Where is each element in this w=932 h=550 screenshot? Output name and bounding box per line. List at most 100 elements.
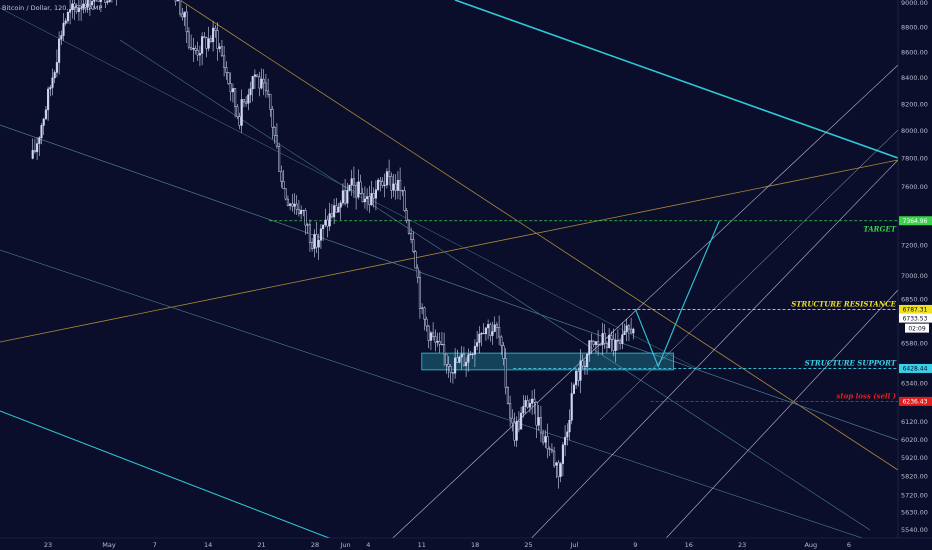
candle-196 xyxy=(462,346,465,367)
support-zone-box[interactable] xyxy=(421,352,674,371)
x-tick-label: 28 xyxy=(311,541,319,549)
candle-87 xyxy=(223,45,226,77)
candle-183 xyxy=(434,329,437,352)
candle-127 xyxy=(311,237,314,252)
candle-124 xyxy=(304,208,307,235)
y-tick-label: 8800.00 xyxy=(901,24,928,32)
y-tick-label: 5720.00 xyxy=(901,491,928,499)
y-tick-label: 6020.00 xyxy=(901,436,928,444)
candle-107 xyxy=(267,78,270,98)
candle-263 xyxy=(610,331,613,352)
candle-7 xyxy=(47,86,50,121)
candle-174 xyxy=(414,250,417,269)
candle-28 xyxy=(93,0,96,10)
candle-102 xyxy=(256,74,259,78)
candle-84 xyxy=(216,22,219,61)
candle-189 xyxy=(447,356,450,378)
x-tick-label: 6 xyxy=(847,541,851,549)
candle-24 xyxy=(84,0,87,13)
candle-242 xyxy=(564,425,567,457)
candle-244 xyxy=(568,409,571,441)
candle-150 xyxy=(361,187,364,203)
candle-110 xyxy=(273,126,276,144)
candle-266 xyxy=(616,329,619,351)
candle-126 xyxy=(308,219,311,252)
candle-236 xyxy=(550,443,553,454)
candle-135 xyxy=(328,203,331,231)
candle-23 xyxy=(82,0,85,14)
candle-208 xyxy=(489,322,492,342)
candle-165 xyxy=(394,174,397,200)
candle-180 xyxy=(427,325,430,349)
candle-74 xyxy=(194,45,197,55)
candle-203 xyxy=(478,326,481,354)
candle-33 xyxy=(104,0,107,9)
candle-239 xyxy=(557,459,560,489)
candle-90 xyxy=(229,72,232,102)
candle-182 xyxy=(432,322,435,341)
candle-15 xyxy=(64,18,67,26)
candle-160 xyxy=(383,173,386,198)
candle-195 xyxy=(460,346,463,370)
candle-142 xyxy=(344,179,347,206)
candle-13 xyxy=(60,30,63,45)
candle-101 xyxy=(253,69,256,89)
candle-131 xyxy=(319,223,322,249)
candle-216 xyxy=(506,386,509,405)
candle-77 xyxy=(201,32,204,66)
candle-128 xyxy=(313,229,316,258)
candle-245 xyxy=(570,382,573,425)
y-tick-label: 9000.00 xyxy=(901,0,928,7)
candle-20 xyxy=(75,3,78,14)
candle-106 xyxy=(264,73,267,98)
candle-193 xyxy=(456,349,459,363)
candle-204 xyxy=(480,332,483,347)
price-axis-panel[interactable] xyxy=(898,0,932,538)
candle-10 xyxy=(53,70,56,84)
candle-97 xyxy=(245,96,248,107)
candle-206 xyxy=(484,327,487,341)
candle-35 xyxy=(108,0,111,3)
candle-111 xyxy=(275,123,278,149)
candle-159 xyxy=(381,177,384,189)
x-tick-label: 23 xyxy=(738,541,746,549)
candle-192 xyxy=(454,348,457,379)
candle-117 xyxy=(289,203,292,211)
time-axis-panel[interactable] xyxy=(0,538,932,550)
orange-up-trendline xyxy=(0,159,899,343)
candle-3 xyxy=(38,136,41,156)
candle-205 xyxy=(482,323,485,335)
candle-163 xyxy=(390,172,393,199)
projection-path[interactable] xyxy=(634,220,720,368)
candle-229 xyxy=(535,401,538,438)
candle-156 xyxy=(374,180,377,211)
support-zone-layer xyxy=(421,352,674,371)
candle-198 xyxy=(467,348,470,372)
candle-0 xyxy=(31,138,34,160)
candle-78 xyxy=(203,31,206,39)
candle-96 xyxy=(242,99,245,108)
candle-67 xyxy=(179,0,182,17)
candle-246 xyxy=(572,382,575,395)
candle-217 xyxy=(509,395,512,427)
candle-153 xyxy=(368,185,371,213)
candle-202 xyxy=(476,330,479,351)
candle-75 xyxy=(196,41,199,61)
candle-154 xyxy=(370,180,373,206)
candle-109 xyxy=(271,106,274,140)
candle-194 xyxy=(458,355,461,364)
candle-252 xyxy=(586,352,589,375)
target-price-badge-text: 7364.96 xyxy=(903,218,928,225)
candle-140 xyxy=(339,200,342,220)
candle-161 xyxy=(385,168,388,189)
candle-138 xyxy=(335,198,338,213)
candle-264 xyxy=(612,328,615,357)
candle-237 xyxy=(553,446,556,469)
candle-248 xyxy=(577,367,580,387)
candle-170 xyxy=(405,207,408,224)
x-tick-label: 11 xyxy=(418,541,426,549)
candle-166 xyxy=(396,171,399,199)
countdown-badge-text: 02:09 xyxy=(908,325,925,332)
candle-187 xyxy=(443,332,446,367)
